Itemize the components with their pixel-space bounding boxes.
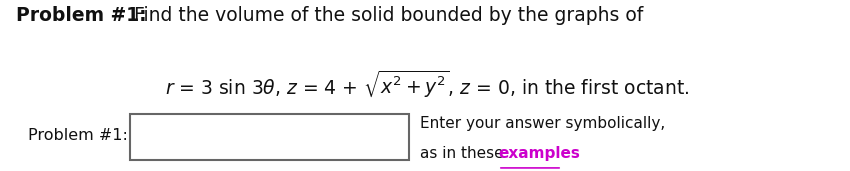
- Text: Problem #1:: Problem #1:: [28, 128, 128, 143]
- FancyBboxPatch shape: [131, 114, 409, 160]
- Text: examples: examples: [498, 146, 580, 161]
- Text: as in these: as in these: [421, 146, 509, 161]
- Text: Find the volume of the solid bounded by the graphs of: Find the volume of the solid bounded by …: [133, 6, 643, 25]
- Text: Enter your answer symbolically,: Enter your answer symbolically,: [421, 116, 666, 131]
- Text: $r$ = 3 sin 3$\theta$, $z$ = 4 + $\sqrt{x^2 + y^2}$, $z$ = 0, in the first octan: $r$ = 3 sin 3$\theta$, $z$ = 4 + $\sqrt{…: [165, 69, 689, 100]
- Text: Problem #1:: Problem #1:: [16, 6, 146, 25]
